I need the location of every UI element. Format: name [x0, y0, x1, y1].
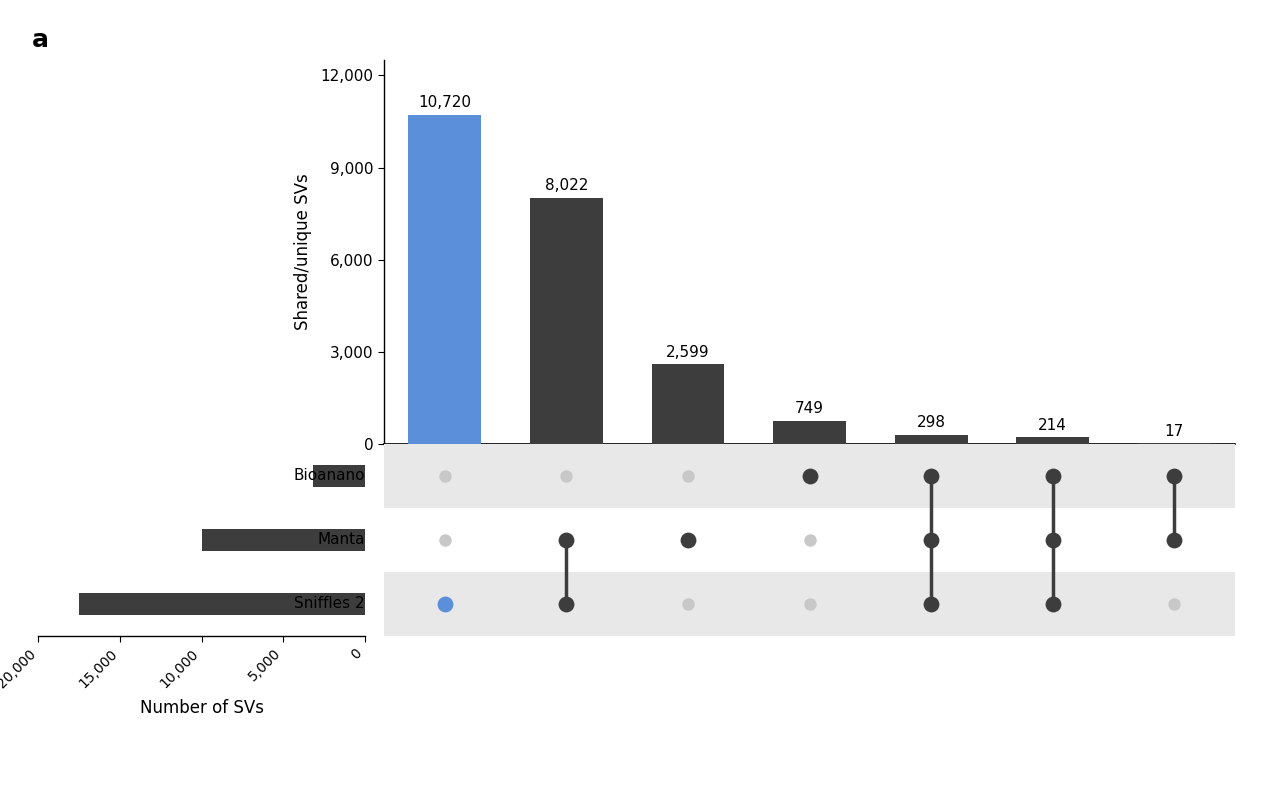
- Text: 10,720: 10,720: [419, 95, 471, 110]
- Point: [1165, 598, 1185, 610]
- Bar: [773, 421, 846, 444]
- Text: a: a: [32, 28, 49, 52]
- Bar: [384, 572, 1235, 636]
- Bar: [408, 114, 481, 444]
- Point: [799, 598, 819, 610]
- Point: [556, 534, 576, 546]
- Bar: [312, 465, 365, 487]
- Bar: [79, 593, 365, 615]
- Point: [678, 534, 699, 546]
- Bar: [1016, 438, 1089, 444]
- Point: [678, 470, 699, 482]
- Point: [922, 534, 942, 546]
- Bar: [530, 198, 603, 444]
- Point: [1165, 534, 1185, 546]
- Point: [1042, 470, 1062, 482]
- Bar: [0, 508, 38, 572]
- Text: 298: 298: [916, 415, 946, 430]
- Point: [435, 534, 456, 546]
- Text: Sniffles 2: Sniffles 2: [294, 597, 365, 611]
- Text: 749: 749: [795, 402, 824, 416]
- Point: [556, 470, 576, 482]
- Bar: [0, 572, 38, 636]
- Text: 8,022: 8,022: [545, 178, 588, 193]
- Bar: [202, 529, 365, 551]
- X-axis label: Number of SVs: Number of SVs: [140, 698, 264, 717]
- Point: [799, 534, 819, 546]
- Y-axis label: Shared/unique SVs: Shared/unique SVs: [294, 174, 312, 330]
- Text: 2,599: 2,599: [666, 345, 710, 359]
- Text: 214: 214: [1038, 418, 1068, 433]
- Point: [922, 598, 942, 610]
- Point: [435, 598, 456, 610]
- Bar: [895, 435, 968, 444]
- Text: 17: 17: [1165, 424, 1184, 439]
- Point: [1042, 598, 1062, 610]
- Point: [799, 470, 819, 482]
- Bar: [384, 444, 1235, 508]
- Point: [922, 470, 942, 482]
- Point: [678, 598, 699, 610]
- Bar: [384, 508, 1235, 572]
- Point: [556, 598, 576, 610]
- Point: [435, 470, 456, 482]
- Bar: [652, 364, 724, 444]
- Point: [1165, 470, 1185, 482]
- Point: [1042, 534, 1062, 546]
- Text: Manta: Manta: [317, 533, 365, 547]
- Bar: [0, 444, 38, 508]
- Text: Bioanano: Bioanano: [293, 469, 365, 483]
